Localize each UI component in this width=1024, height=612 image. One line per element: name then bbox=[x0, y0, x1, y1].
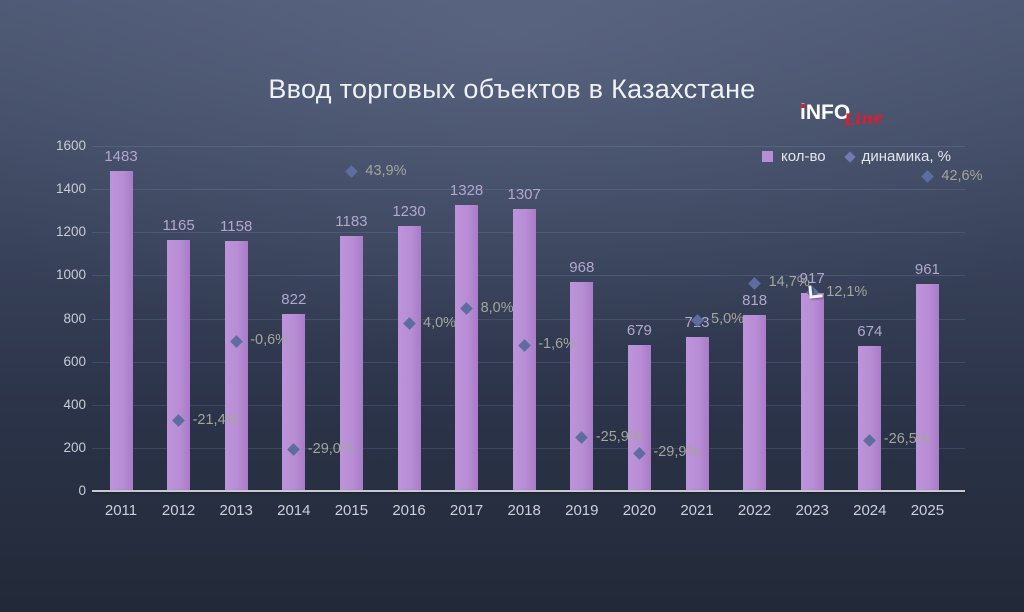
volume-bar bbox=[800, 293, 824, 490]
volume-bar bbox=[685, 337, 709, 490]
dynamics-value-label: 5,0% bbox=[711, 311, 745, 328]
volume-bar bbox=[224, 241, 248, 490]
logo-text-info: iNFO bbox=[800, 101, 851, 124]
volume-bar bbox=[109, 171, 133, 490]
diamond-icon bbox=[843, 150, 856, 163]
bar-value-label: 1158 bbox=[220, 218, 253, 236]
volume-bar bbox=[915, 283, 939, 490]
volume-bar bbox=[397, 225, 421, 490]
y-tick-label: 0 bbox=[78, 483, 86, 498]
x-tick-label: 2013 bbox=[219, 502, 253, 519]
x-axis-line bbox=[92, 490, 965, 492]
x-tick-label: 2024 bbox=[853, 502, 887, 519]
dynamics-value-label: 42,6% bbox=[941, 167, 983, 184]
dynamics-value-label: -26,5% bbox=[883, 431, 930, 448]
y-tick-label: 1000 bbox=[55, 267, 86, 283]
x-tick-label: 2021 bbox=[680, 502, 714, 519]
x-tick-label: 2022 bbox=[737, 502, 772, 519]
y-tick-label: 1200 bbox=[55, 224, 86, 240]
y-tick-label: 1400 bbox=[55, 181, 86, 197]
legend-label-dynamics: динамика, % bbox=[861, 148, 951, 165]
x-tick-label: 2018 bbox=[507, 502, 541, 519]
y-tick-label: 1600 bbox=[55, 138, 86, 153]
bar-swatch-icon bbox=[762, 151, 773, 162]
volume-bar bbox=[339, 235, 363, 490]
volume-bar bbox=[167, 239, 191, 490]
bar-value-label: 822 bbox=[281, 290, 307, 308]
bar-value-label: 1230 bbox=[392, 202, 426, 220]
bar-value-label: 818 bbox=[742, 291, 768, 309]
dynamics-value-label: 4,0% bbox=[423, 314, 457, 331]
mouse-cursor bbox=[808, 284, 823, 299]
bar-value-label: 1165 bbox=[162, 216, 195, 234]
y-tick-label: 200 bbox=[63, 439, 86, 455]
bar-value-label: 961 bbox=[914, 260, 940, 278]
x-tick-label: 2019 bbox=[565, 502, 599, 519]
volume-bar bbox=[858, 345, 882, 490]
bar-value-label: 917 bbox=[799, 270, 825, 288]
bar-value-label: 1183 bbox=[335, 212, 368, 230]
x-tick-label: 2016 bbox=[392, 502, 426, 519]
bar-value-label: 1307 bbox=[507, 186, 541, 204]
y-tick-label: 800 bbox=[63, 310, 86, 326]
x-tick-label: 2011 bbox=[104, 502, 138, 519]
x-tick-label: 2017 bbox=[449, 502, 484, 519]
bar-value-label: 679 bbox=[626, 321, 652, 339]
page-title: Ввод торговых объектов в Казахстане bbox=[268, 74, 756, 104]
dynamics-value-label: 14,7% bbox=[768, 274, 810, 290]
y-grid-line bbox=[92, 189, 965, 191]
dynamics-marker-icon bbox=[921, 170, 934, 183]
x-tick-label: 2014 bbox=[277, 502, 311, 519]
legend-label-count: кол-во bbox=[781, 148, 826, 165]
legend-item-dynamics: динамика, % bbox=[843, 148, 951, 165]
bar-value-label: 674 bbox=[857, 322, 883, 340]
dynamics-marker-icon bbox=[748, 276, 761, 290]
y-tick-label: 400 bbox=[63, 396, 86, 412]
y-grid-line bbox=[92, 146, 965, 147]
volume-bar bbox=[743, 314, 767, 490]
dynamics-value-label: -25,9% bbox=[595, 428, 642, 445]
logo-text-line: Line bbox=[843, 107, 884, 130]
volume-bar bbox=[455, 204, 479, 490]
infoline-logo: iNFO Line bbox=[800, 101, 910, 131]
legend-item-count: кол-во bbox=[762, 148, 826, 165]
volume-bar bbox=[282, 313, 306, 490]
volume-bar bbox=[570, 282, 594, 490]
bar-value-label: 1483 bbox=[104, 148, 138, 166]
x-tick-label: 2015 bbox=[334, 502, 369, 519]
y-tick-label: 600 bbox=[63, 353, 86, 369]
chart-legend: кол-во динамика, % bbox=[762, 148, 951, 165]
dynamics-value-label: -0,6% bbox=[250, 332, 289, 349]
dynamics-value-label: -21,4% bbox=[192, 411, 239, 428]
bar-value-label: 1328 bbox=[449, 181, 484, 199]
logo-red-dot-icon bbox=[801, 104, 805, 108]
dynamics-marker-icon bbox=[345, 165, 358, 178]
dynamics-value-label: 8,0% bbox=[480, 299, 514, 316]
volume-bar bbox=[627, 344, 651, 490]
dynamics-value-label: -1,6% bbox=[538, 336, 577, 353]
dynamics-value-label: -29,0% bbox=[307, 440, 354, 457]
dynamics-value-label: 12,1% bbox=[826, 283, 868, 300]
x-tick-label: 2025 bbox=[910, 502, 945, 519]
dynamics-value-label: -29,9% bbox=[653, 444, 700, 461]
dynamics-value-label: 43,9% bbox=[365, 162, 407, 179]
x-tick-label: 2012 bbox=[161, 502, 196, 519]
x-tick-label: 2023 bbox=[795, 502, 829, 519]
x-tick-label: 2020 bbox=[622, 502, 657, 519]
bar-value-label: 968 bbox=[569, 259, 595, 277]
